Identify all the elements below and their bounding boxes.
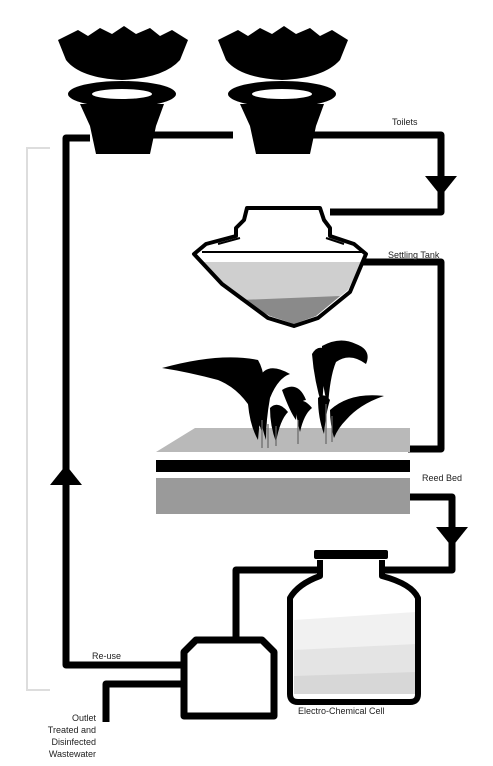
reed-leaf-9 bbox=[330, 395, 384, 438]
reed-leaf-10 bbox=[318, 395, 330, 434]
label-outlet-line-2: Treated and bbox=[48, 725, 96, 735]
label-outlet-line-4: Wastewater bbox=[49, 749, 96, 759]
toilet-2 bbox=[218, 26, 348, 154]
flow-arrow-down-icon bbox=[425, 176, 457, 196]
reed-plants bbox=[162, 340, 384, 442]
label-settling-tank: Settling Tank bbox=[388, 250, 440, 260]
label-reed-bed: Reed Bed bbox=[422, 473, 462, 483]
reed-bed bbox=[156, 428, 410, 514]
label-outlet-line-3: Disinfected bbox=[51, 737, 96, 747]
toilet-1 bbox=[58, 26, 188, 154]
pipe-reuse-return bbox=[62, 134, 184, 669]
reed-stems bbox=[261, 404, 333, 448]
pipe-network bbox=[62, 131, 456, 722]
reed-leaf-6 bbox=[296, 400, 312, 432]
reed-leaf bbox=[162, 357, 266, 432]
reed-leaf-2 bbox=[257, 368, 290, 440]
reed-leaf-8 bbox=[321, 340, 368, 406]
label-reuse: Re-use bbox=[92, 651, 121, 661]
pipe-toilets-to-settling-tank bbox=[150, 131, 445, 216]
reed-leaf-5 bbox=[282, 386, 306, 420]
pipe-cell-to-outlet-box bbox=[232, 566, 318, 642]
reuse-loop-bracket bbox=[26, 147, 50, 691]
label-electro-chemical-cell: Electro-Chemical Cell bbox=[298, 706, 385, 716]
label-outlet-line-1: Outlet bbox=[72, 713, 97, 723]
flow-arrow-up-icon bbox=[50, 465, 82, 485]
outlet-junction-box bbox=[180, 636, 278, 720]
pipe-settling-tank-to-reed-bed bbox=[356, 258, 445, 453]
reed-leaf-3 bbox=[248, 400, 264, 440]
settling-tank bbox=[192, 206, 368, 328]
reed-leaf-4 bbox=[270, 404, 288, 442]
label-toilets: Toilets bbox=[392, 117, 418, 127]
pipe-outlet bbox=[102, 680, 184, 722]
electro-chemical-cell bbox=[287, 550, 421, 705]
flow-arrow-down-icon-2 bbox=[436, 527, 468, 547]
